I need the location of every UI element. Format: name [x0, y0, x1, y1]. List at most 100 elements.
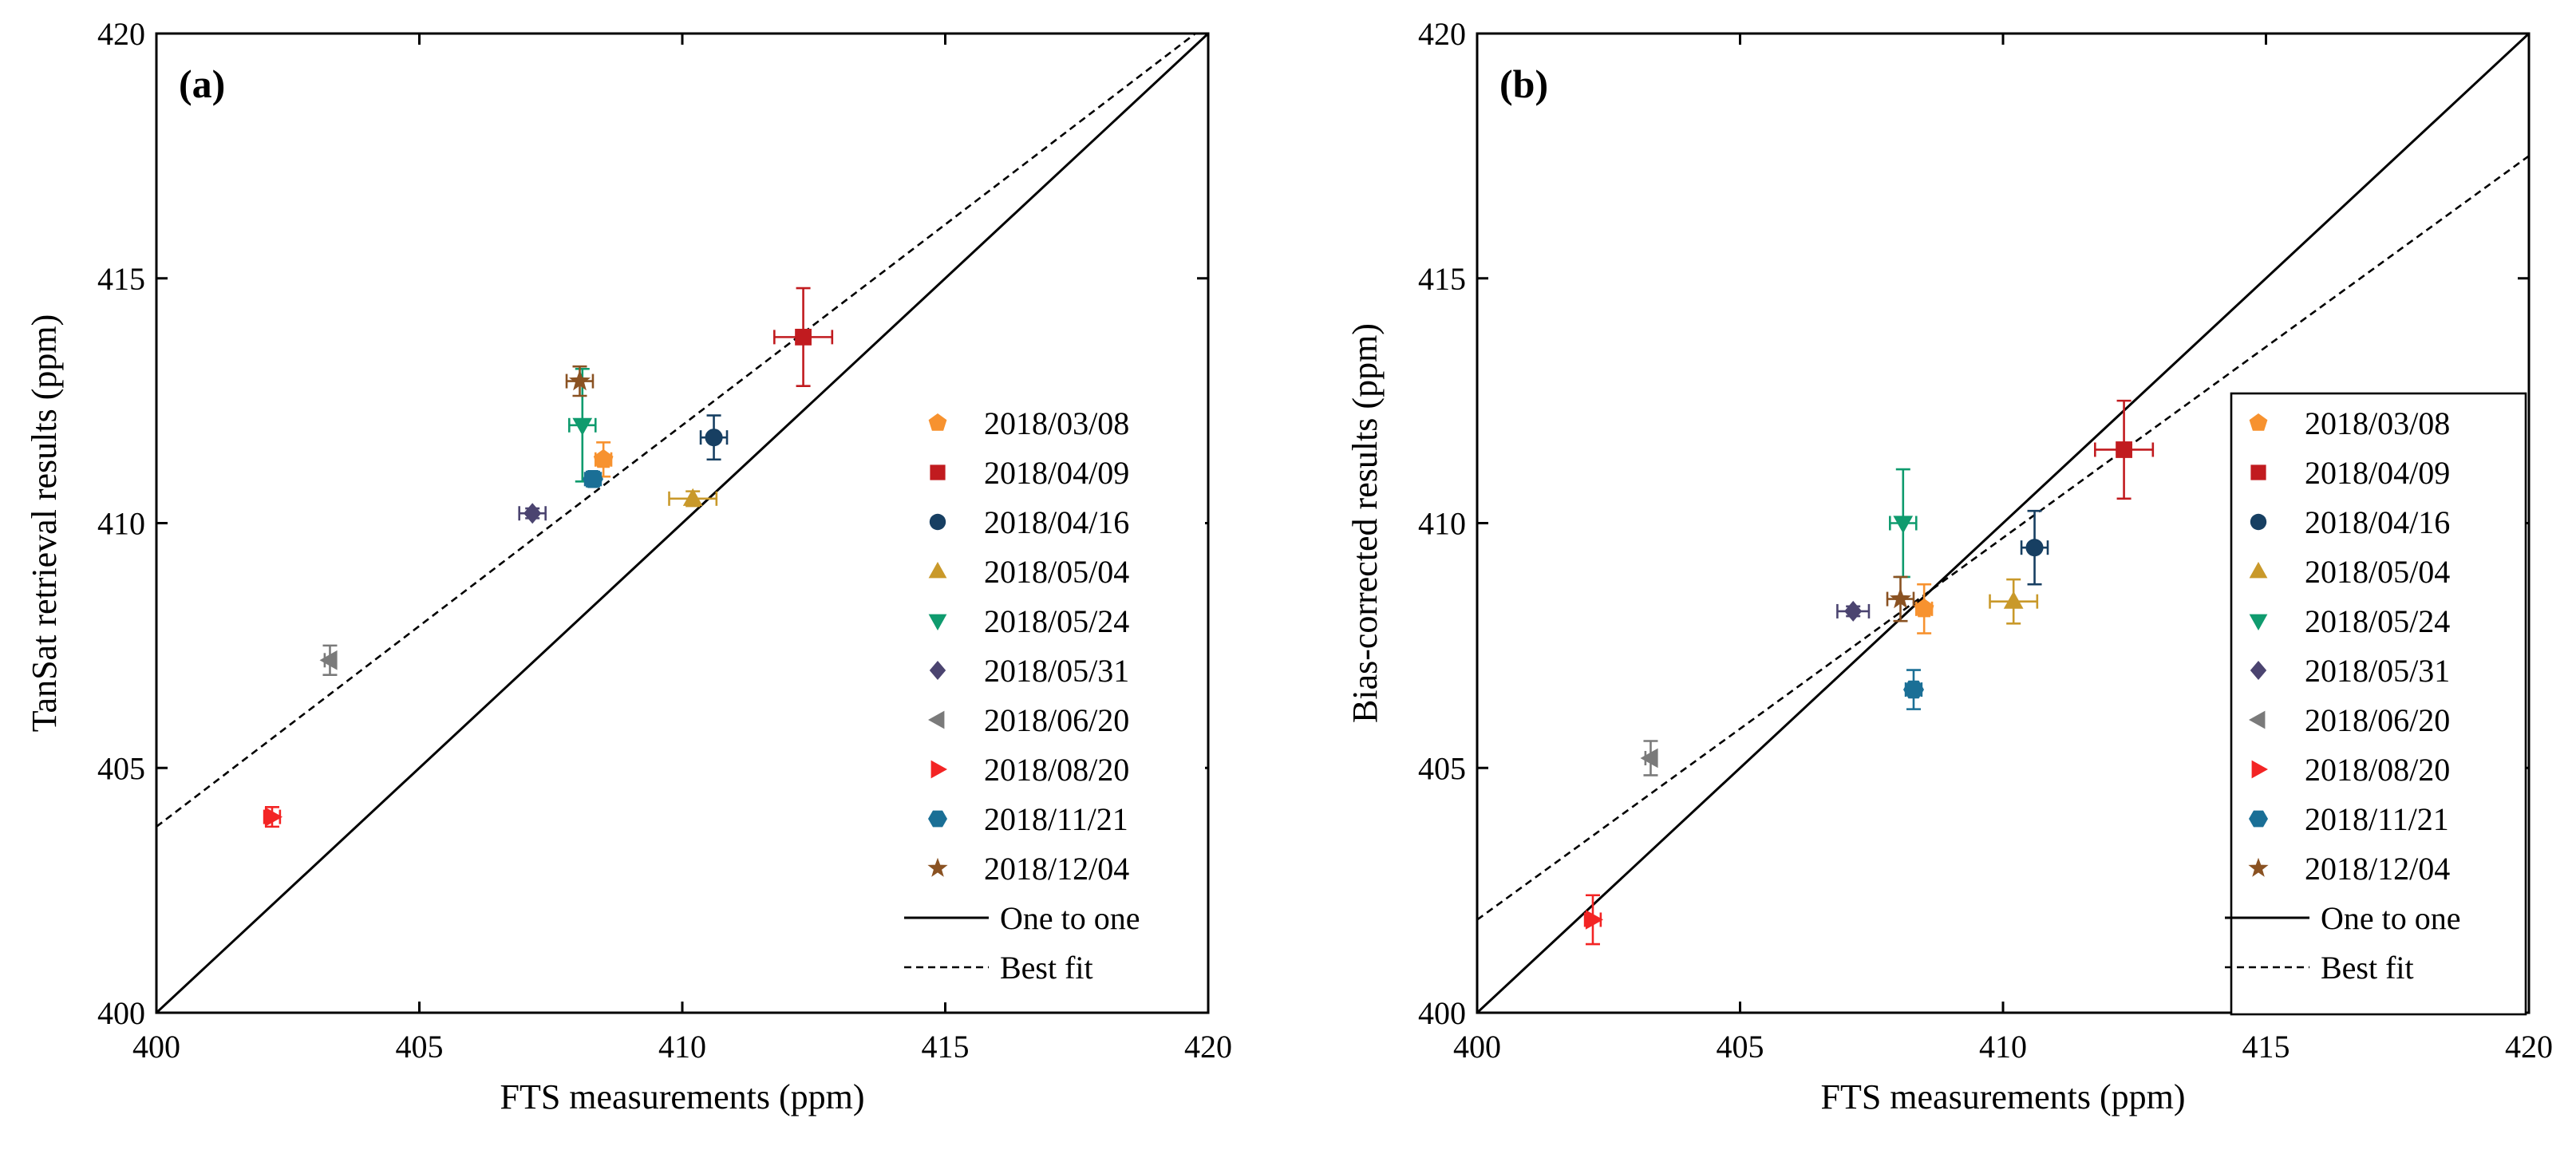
panel-b-legend-2018-04-16-marker [2250, 513, 2267, 531]
panel-b-line-one-to-one [1477, 34, 2529, 1013]
panel-a-legend-2018-12-04-marker [927, 857, 948, 877]
panel-a-point-2018-12-04-marker [568, 370, 591, 391]
panel-b-legend-2018-05-24-marker [2249, 614, 2268, 630]
panel-a-point-2018-06-20 [319, 644, 338, 676]
panel-b-legend-one-to-one-label: One to one [2321, 900, 2461, 936]
panel-a-line-one-to-one [156, 34, 1208, 1013]
panel-a-ytick-label-415: 415 [97, 261, 145, 297]
panel-a-xtick-label-420: 420 [1184, 1029, 1232, 1065]
panel-b-legend-2018-04-09-marker [2250, 464, 2266, 480]
panel-b-legend-2018-11-21-label: 2018/11/21 [2305, 801, 2449, 837]
panel-a-ytick-label-405: 405 [97, 750, 145, 786]
panel-b-point-2018-11-21-marker [1903, 680, 1924, 699]
panel-b-legend-2018-08-20-marker [2251, 760, 2268, 779]
panel-b-xtick-label-400: 400 [1453, 1029, 1501, 1065]
panel-b-xlabel: FTS measurements (ppm) [1820, 1077, 2185, 1116]
panel-b-label: (b) [1499, 61, 1548, 106]
panel-a-point-2018-05-31-marker [523, 503, 542, 524]
panel-a-legend-2018-03-08-marker [928, 413, 947, 431]
panel-b-point-2018-06-20 [1640, 740, 1658, 777]
panel-b-legend-2018-05-04-label: 2018/05/04 [2305, 554, 2450, 590]
panel-a-point-2018-04-16-marker [705, 429, 723, 447]
panel-a-legend: 2018/03/08 2018/04/09 2018/04/16 2018/05/04… [898, 393, 1205, 1002]
panel-b: 400 405 410 415 420 400 405 410 415 420 FTS measur… [1345, 16, 2553, 1116]
panel-b-point-2018-04-16 [2020, 509, 2049, 586]
panel-b-point-2018-06-20-marker [1640, 748, 1658, 769]
panel-a-xtick-label-410: 410 [658, 1029, 706, 1065]
panel-a-xtick-label-400: 400 [132, 1029, 180, 1065]
panel-a-legend-2018-03-08-label: 2018/03/08 [984, 405, 1129, 441]
panel-b-legend: 2018/03/08 2018/04/09 2018/04/16 2018/05/04… [2225, 392, 2527, 1016]
panel-b-legend-2018-12-04-marker [2248, 857, 2269, 877]
panel-a-point-2018-04-09-marker [795, 328, 812, 346]
panel-b-legend-2018-06-20-label: 2018/06/20 [2305, 702, 2450, 738]
panel-a-legend-2018-04-09-marker [930, 464, 946, 480]
panel-b-legend-2018-12-04-label: 2018/12/04 [2305, 851, 2450, 887]
panel-b-xtick-label-415: 415 [2242, 1029, 2290, 1065]
panel-b-point-2018-12-04-marker [1889, 587, 1912, 609]
panel-a-point-2018-03-08-marker [593, 449, 614, 468]
panel-a-legend-2018-11-21-marker [928, 810, 947, 828]
panel-a-point-2018-05-31 [518, 503, 547, 524]
panel-b-point-2018-08-20 [1583, 894, 1603, 946]
panel-a-point-2018-08-20 [263, 806, 282, 828]
panel-a-point-2018-05-24 [568, 367, 597, 483]
panel-b-point-2018-11-21 [1903, 669, 1924, 710]
panel-b-point-2018-05-31-marker [1844, 600, 1863, 622]
panel-a-point-2018-04-16 [699, 414, 729, 461]
panel-b-point-2018-03-08 [1914, 583, 1934, 634]
panel-b-legend-2018-04-09-label: 2018/04/09 [2305, 455, 2450, 491]
panel-b-ylabel: Bias-corrected results (ppm) [1345, 323, 1385, 723]
panel-b-point-2018-05-04-marker [2003, 591, 2024, 609]
panel-a-point-2018-05-04-marker [682, 488, 703, 506]
panel-a-legend-2018-08-20-marker [930, 760, 947, 779]
panel-b-point-2018-05-31 [1836, 600, 1871, 622]
panel-a-legend-2018-05-24-marker [928, 614, 947, 630]
panel-a-legend-2018-05-04-marker [928, 562, 947, 579]
panel-b-point-2018-12-04 [1886, 575, 1915, 622]
panel-b-point-2018-08-20-marker [1585, 910, 1603, 930]
panel-a-line-best-fit [156, 34, 1198, 828]
panel-a-ytick-label-410: 410 [97, 506, 145, 542]
panel-a: 400 405 410 415 420 400 405 410 415 420 FTS measur… [25, 16, 1232, 1116]
panel-a-point-2018-06-20-marker [319, 650, 338, 670]
panel-a-point-2018-11-21-marker [583, 470, 603, 488]
panel-a-point-2018-12-04 [565, 365, 595, 397]
panel-a-legend-2018-05-04-label: 2018/05/04 [984, 554, 1129, 590]
panel-a-legend-one-to-one-label: One to one [1000, 900, 1140, 936]
panel-a-legend-2018-05-24-label: 2018/05/24 [984, 603, 1129, 639]
panel-b-xtick-label-405: 405 [1717, 1029, 1764, 1065]
panel-a-legend-2018-05-31-label: 2018/05/31 [984, 653, 1129, 689]
panel-b-ytick-label-405: 405 [1418, 750, 1466, 786]
panel-b-legend-2018-05-24-label: 2018/05/24 [2305, 603, 2450, 639]
panel-b-xtick-label-420: 420 [2505, 1029, 2553, 1065]
panel-a-legend-2018-04-16-label: 2018/04/16 [984, 504, 1129, 540]
panel-b-legend-box [2230, 392, 2527, 1016]
panel-a-legend-2018-04-16-marker [929, 513, 946, 531]
panel-a-legend-best-fit-label: Best fit [1000, 950, 1093, 986]
panel-a-point-2018-03-08 [593, 441, 614, 478]
panel-b-xtick-label-410: 410 [1979, 1029, 2027, 1065]
panel-a-point-2018-05-04 [668, 488, 718, 508]
panel-a-label: (a) [179, 61, 225, 106]
panel-a-legend-2018-06-20-label: 2018/06/20 [984, 702, 1129, 738]
panel-b-point-2018-05-04 [1989, 578, 2039, 625]
panel-a-ylabel: TanSat retrieval results (ppm) [25, 314, 64, 733]
panel-b-legend-2018-06-20-marker [2249, 710, 2266, 729]
panel-a-xtick-label-415: 415 [922, 1029, 970, 1065]
panel-a-legend-2018-04-09-label: 2018/04/09 [984, 455, 1129, 491]
panel-a-legend-2018-12-04-label: 2018/12/04 [984, 851, 1129, 887]
panel-a-point-2018-08-20-marker [264, 807, 282, 827]
panel-b-point-2018-04-09 [2094, 399, 2155, 500]
panel-b-legend-2018-08-20-label: 2018/08/20 [2305, 752, 2450, 788]
panel-a-point-2018-05-24-marker [572, 417, 593, 436]
panel-b-point-2018-04-09-marker [2116, 441, 2132, 458]
panel-a-ytick-label-400: 400 [97, 995, 145, 1031]
panel-b-ytick-label-400: 400 [1418, 995, 1466, 1031]
panel-a-legend-2018-11-21-label: 2018/11/21 [984, 801, 1128, 837]
panel-b-ytick-label-415: 415 [1418, 261, 1466, 297]
panel-a-legend-2018-06-20-marker [928, 710, 945, 729]
panel-a-point-2018-11-21 [583, 470, 603, 488]
panel-a-xtick-label-405: 405 [396, 1029, 444, 1065]
